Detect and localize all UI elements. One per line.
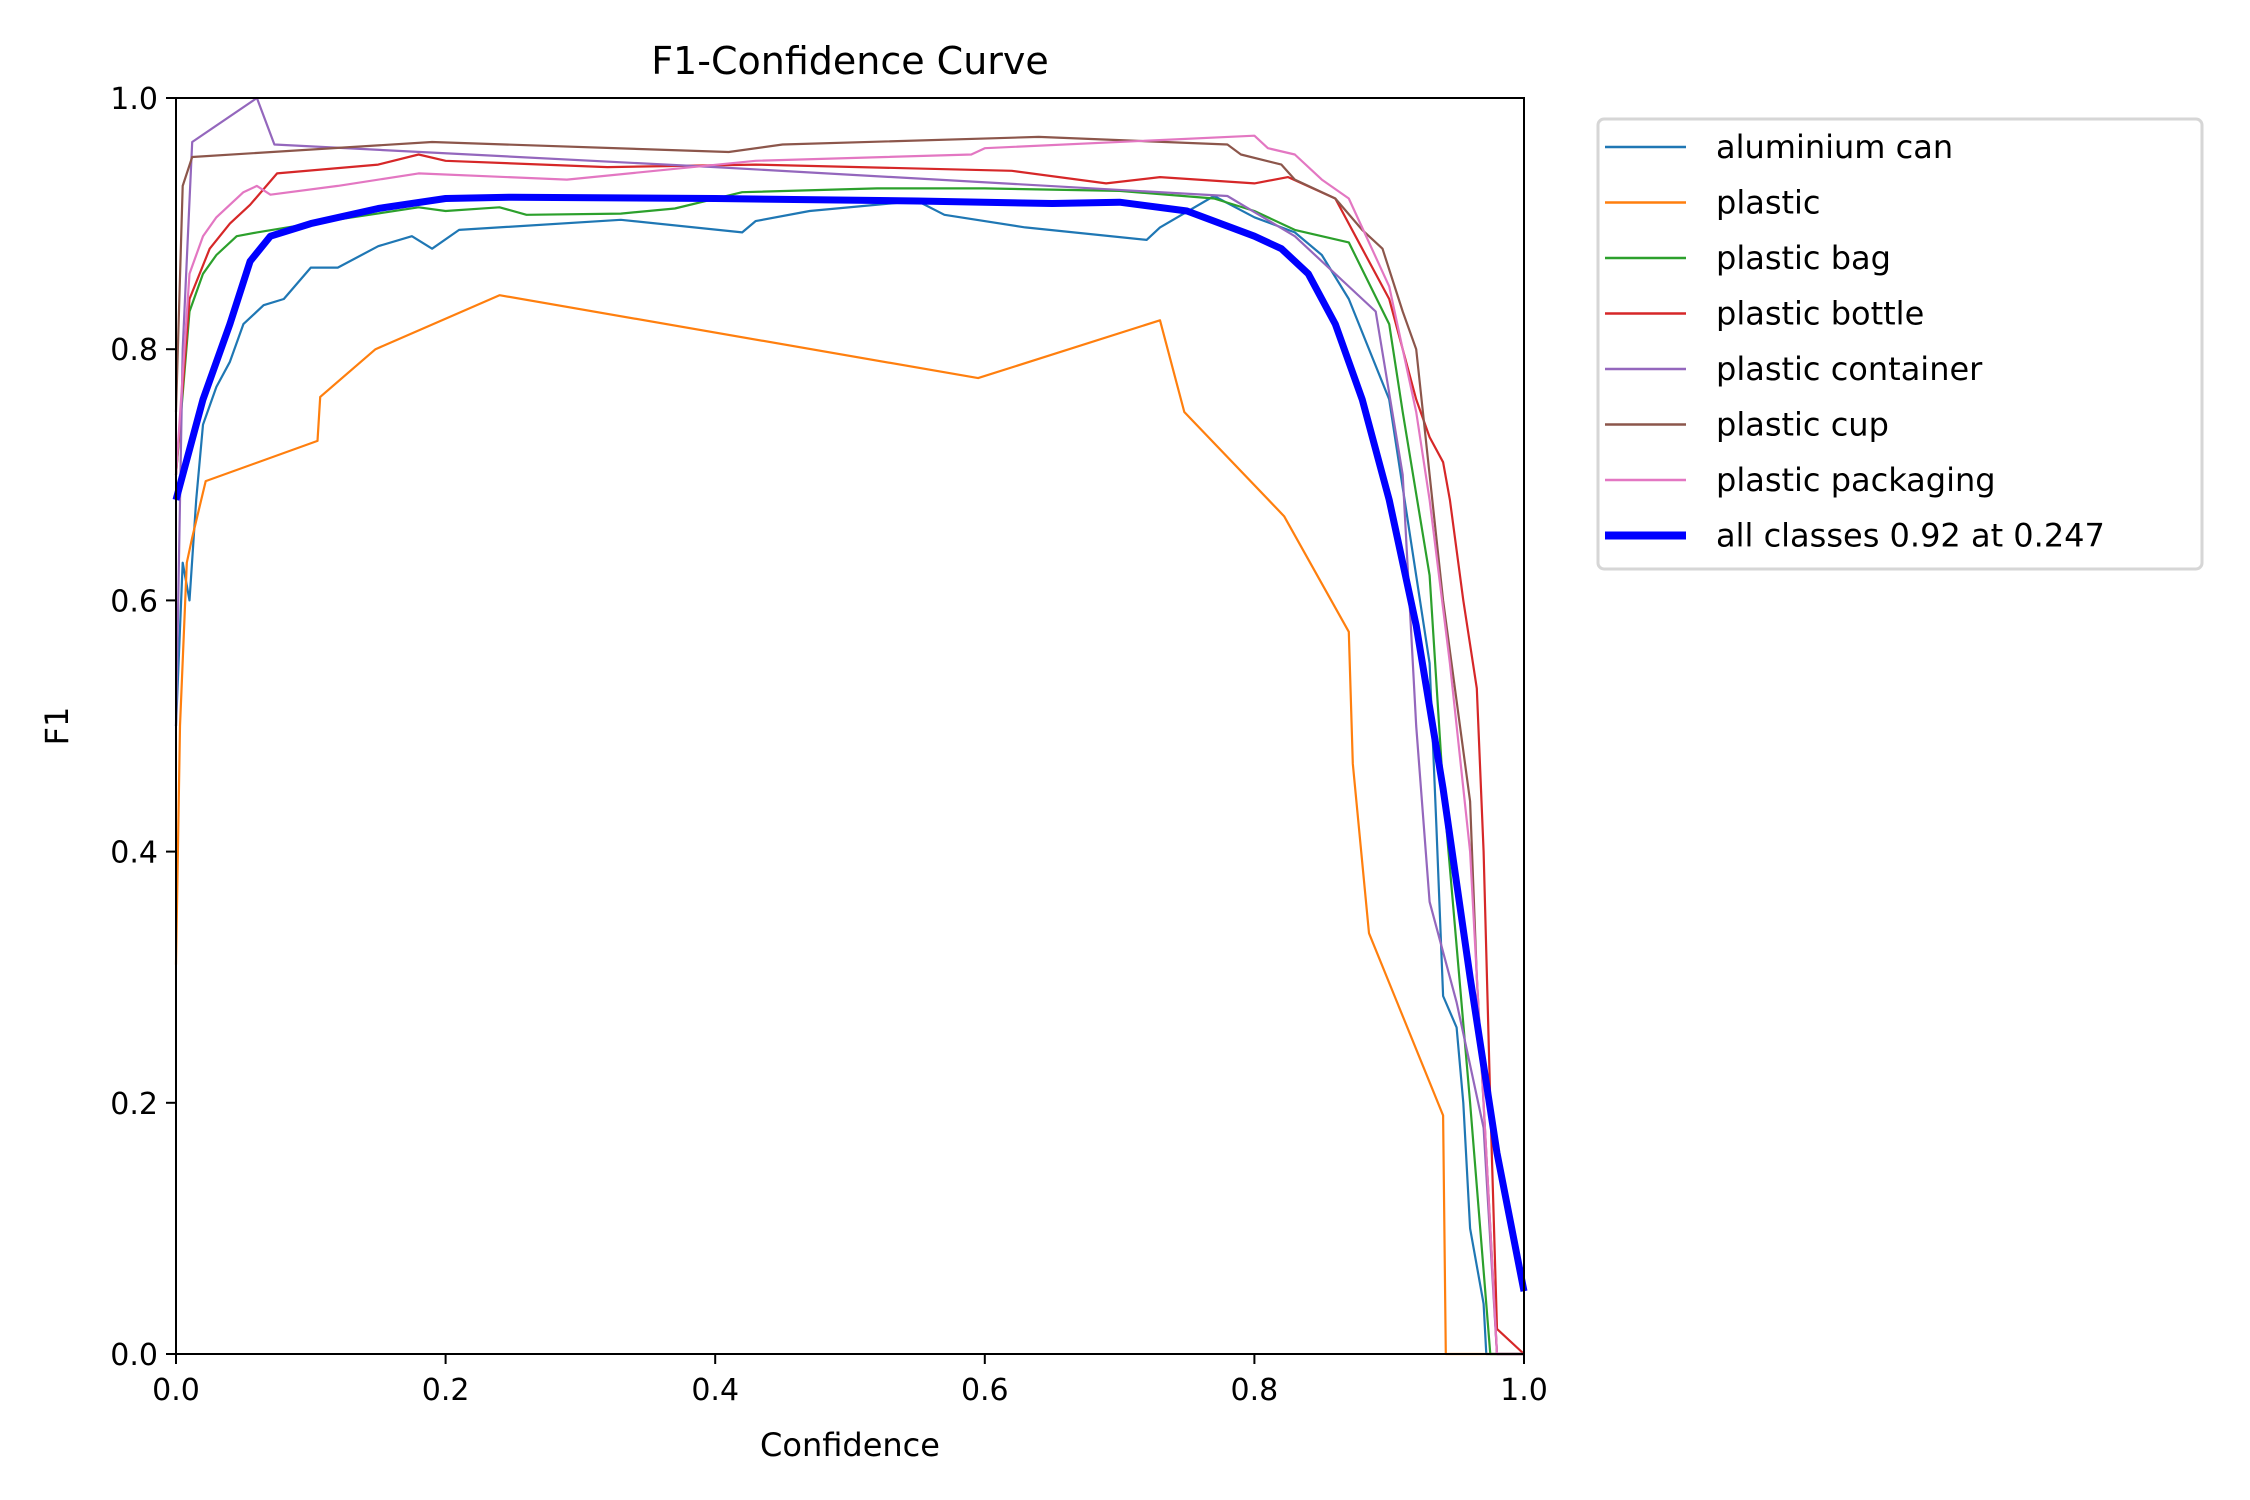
- legend-label: plastic bottle: [1716, 295, 1924, 333]
- series-line-plastic: [174, 294, 1524, 1356]
- y-tick-label: 0.2: [110, 1087, 158, 1122]
- x-tick-label: 1.0: [1500, 1373, 1548, 1408]
- y-tick-label: 0.0: [110, 1338, 158, 1373]
- series-line-plastic-packaging: [174, 134, 1524, 1356]
- y-axis: 0.0 0.2 0.4 0.6 0.8 1.0: [110, 82, 176, 1373]
- legend-label: plastic bag: [1716, 239, 1891, 277]
- plot-frame: [175, 97, 1525, 1355]
- legend-frame: [1596, 117, 2204, 571]
- series-line-plastic-bottle: [174, 153, 1525, 1355]
- series-line-plastic-cup: [174, 135, 1524, 1356]
- series-line-plastic-bag: [174, 187, 1524, 1356]
- legend-label: plastic cup: [1716, 406, 1889, 444]
- legend-label: plastic: [1716, 184, 1821, 222]
- x-tick-label: 0.2: [422, 1373, 470, 1408]
- x-axis: 0.0 0.2 0.4 0.6 0.8 1.0: [152, 1354, 1548, 1408]
- chart-title: F1-Confidence Curve: [651, 39, 1049, 83]
- legend-label: plastic packaging: [1716, 461, 1996, 499]
- series-layer: [172, 96, 1528, 1356]
- x-tick-label: 0.8: [1231, 1373, 1279, 1408]
- legend-label: all classes 0.92 at 0.247: [1716, 517, 2105, 555]
- x-axis-label: Confidence: [760, 1426, 940, 1464]
- y-tick-label: 0.8: [110, 333, 158, 368]
- y-tick-label: 1.0: [110, 82, 158, 117]
- y-axis-label: F1: [38, 707, 76, 746]
- x-tick-label: 0.6: [961, 1373, 1009, 1408]
- y-tick-label: 0.6: [110, 584, 158, 619]
- series-line-all-classes-0-92-at-0-247: [172, 193, 1528, 1292]
- series-line-plastic-container: [174, 96, 1524, 1356]
- legend-label: aluminium can: [1716, 128, 1953, 166]
- legend-label: plastic container: [1716, 350, 1983, 388]
- series-line-aluminium-can: [174, 194, 1524, 1356]
- y-tick-label: 0.4: [110, 836, 158, 871]
- x-tick-label: 0.4: [691, 1373, 739, 1408]
- x-tick-label: 0.0: [152, 1373, 200, 1408]
- legend: aluminium can plastic plastic bag plastic b…: [1596, 117, 2204, 571]
